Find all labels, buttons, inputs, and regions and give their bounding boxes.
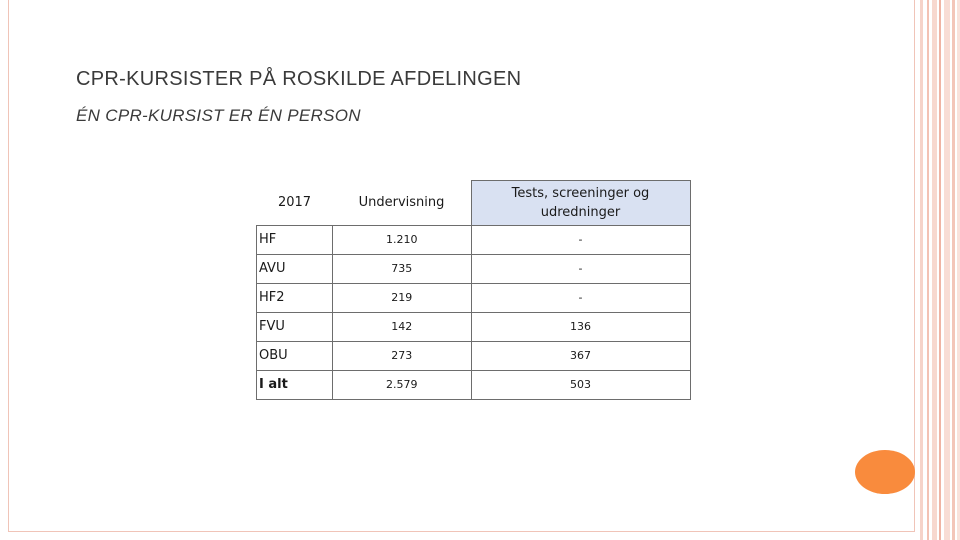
table-row: FVU 142 136 [256, 311, 691, 342]
cell-tests: - [470, 282, 691, 313]
cell-tests: 136 [470, 311, 691, 342]
course-participants-table: 2017 Undervisning Tests, screeninger og … [256, 180, 691, 400]
slide-frame [8, 0, 915, 532]
table-total-row: I alt 2.579 503 [256, 369, 691, 400]
cell-undervisning: 219 [332, 282, 472, 313]
row-label: HF2 [256, 282, 333, 313]
row-label: I alt [256, 369, 333, 400]
table-row: HF2 219 - [256, 282, 691, 313]
table-row: OBU 273 367 [256, 340, 691, 371]
decorative-stripes [920, 0, 960, 540]
cell-undervisning: 273 [332, 340, 472, 371]
header-undervisning: Undervisning [358, 195, 445, 210]
decorative-orange-circle [855, 450, 915, 494]
cell-tests: - [470, 253, 691, 284]
row-label: HF [256, 224, 333, 255]
table-row: HF 1.210 - [256, 224, 691, 255]
header-year: 2017 [277, 195, 312, 210]
row-label: FVU [256, 311, 333, 342]
row-label: OBU [256, 340, 333, 371]
row-label: AVU [256, 253, 333, 284]
slide-title: CPR-KURSISTER PÅ ROSKILDE AFDELINGEN [76, 68, 522, 90]
cell-tests: 503 [470, 369, 691, 400]
table-header-row: 2017 Undervisning Tests, screeninger og … [257, 180, 691, 226]
cell-undervisning: 1.210 [332, 224, 472, 255]
cell-undervisning: 2.579 [332, 369, 472, 400]
cell-tests: 367 [470, 340, 691, 371]
slide-subtitle: ÉN CPR-KURSIST ER ÉN PERSON [76, 106, 361, 125]
header-tests: Tests, screeninger og udredninger [470, 180, 691, 226]
table-row: AVU 735 - [256, 253, 691, 284]
cell-undervisning: 735 [332, 253, 472, 284]
cell-tests: - [470, 224, 691, 255]
cell-undervisning: 142 [332, 311, 472, 342]
